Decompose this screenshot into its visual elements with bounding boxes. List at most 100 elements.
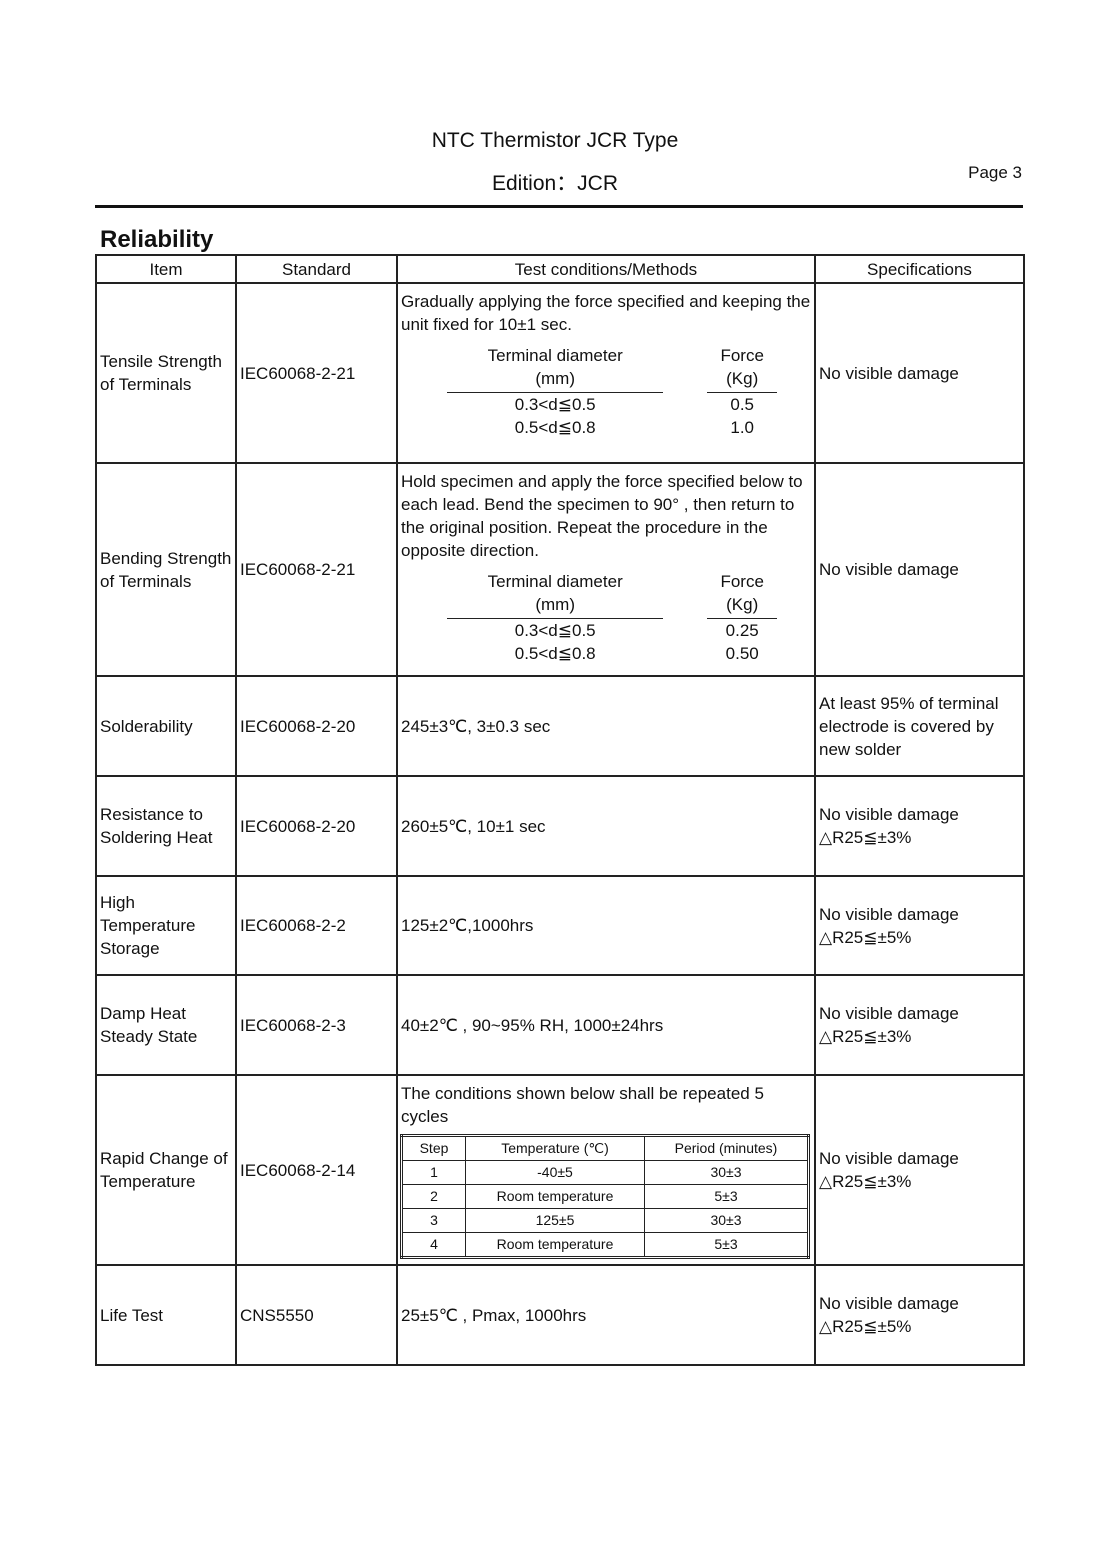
diameter-cell: 0.3<d≦0.5 bbox=[514, 621, 596, 640]
specification-line: No visible damage bbox=[819, 805, 959, 824]
header-item: Item bbox=[95, 254, 237, 284]
specification-cell: No visible damage bbox=[814, 282, 1025, 464]
steps-header-cell: Period (minutes) bbox=[644, 1135, 809, 1161]
specification-line: No visible damage bbox=[819, 363, 959, 383]
edition-label: Edition：JCR bbox=[491, 172, 619, 195]
header-standard: Standard bbox=[235, 254, 398, 284]
specification-line: No visible damage bbox=[819, 1149, 959, 1168]
force-cell: 0.50 bbox=[725, 644, 759, 663]
specification-line: No visible damage bbox=[819, 1294, 959, 1313]
gap bbox=[663, 619, 707, 642]
specification-line: △R25≦±3% bbox=[819, 1172, 912, 1191]
condition-cell: 260±5℃, 10±1 sec bbox=[396, 775, 816, 877]
gap bbox=[663, 344, 707, 393]
condition-text: The conditions shown below shall be repe… bbox=[401, 1084, 764, 1126]
specification-cell: No visible damage △R25≦±3% bbox=[814, 974, 1025, 1076]
item-cell: Tensile Strength of Terminals bbox=[95, 282, 237, 464]
table-row: Bending Strength of Terminals IEC60068-2-… bbox=[95, 462, 1025, 677]
table-header-row: Item Standard Test conditions/Methods Sp… bbox=[95, 254, 1025, 284]
subtable-header: Terminal diameter (mm) Force (Kg) bbox=[447, 570, 777, 619]
condition-text: Gradually applying the force specified a… bbox=[401, 292, 811, 334]
item-cell: Damp Heat Steady State bbox=[95, 974, 237, 1076]
header-specifications: Specifications bbox=[814, 254, 1025, 284]
condition-cell: 25±5℃ , Pmax, 1000hrs bbox=[396, 1264, 816, 1366]
specification-line: △R25≦±3% bbox=[819, 828, 912, 847]
condition-text: 260±5℃, 10±1 sec bbox=[401, 816, 546, 836]
specification-line: △R25≦±5% bbox=[819, 1317, 912, 1336]
steps-cell: 5±3 bbox=[644, 1184, 809, 1209]
steps-header-cell: Temperature (℃) bbox=[465, 1135, 645, 1161]
subtable-row: 0.5<d≦0.8 1.0 bbox=[447, 416, 777, 439]
condition-text: Hold specimen and apply the force specif… bbox=[401, 472, 803, 560]
table-row: Rapid Change of Temperature IEC60068-2-14… bbox=[95, 1074, 1025, 1266]
force-cell: 1.0 bbox=[730, 418, 754, 437]
diameter-cell: 0.5<d≦0.8 bbox=[514, 644, 596, 663]
specification-line: △R25≦±5% bbox=[819, 927, 912, 947]
header-text: Terminal diameter (mm) bbox=[447, 344, 664, 393]
specification-cell: At least 95% of terminal electrode is co… bbox=[814, 675, 1025, 777]
item-cell: Resistance to Soldering Heat bbox=[95, 775, 237, 877]
gap bbox=[663, 416, 707, 439]
specification-line: No visible damage bbox=[819, 560, 959, 579]
item-cell: High Temperature Storage bbox=[95, 875, 237, 976]
standard-cell: IEC60068-2-21 bbox=[235, 282, 398, 464]
gap bbox=[663, 393, 707, 416]
header-text: Force (Kg) bbox=[707, 344, 777, 393]
force-subtable: Terminal diameter (mm) Force (Kg) 0.3<d≦0.5 0… bbox=[447, 570, 777, 665]
temperature-cycle-table: Step Temperature (℃) Period (minutes) 1 -40±… bbox=[400, 1134, 810, 1259]
steps-cell: Room temperature bbox=[465, 1184, 645, 1209]
subtable-header-cell: Force (Kg) bbox=[707, 570, 777, 619]
steps-cell: 2 bbox=[401, 1184, 466, 1209]
force-cell: 0.5 bbox=[730, 395, 754, 414]
table-row: Solderability IEC60068-2-20 245±3℃, 3±0.3… bbox=[95, 675, 1025, 777]
specification-cell: No visible damage △R25≦±5% bbox=[814, 1264, 1025, 1366]
table-row: Tensile Strength of Terminals IEC60068-2-… bbox=[95, 282, 1025, 464]
specification-line: No visible damage bbox=[819, 904, 959, 924]
condition-cell: Hold specimen and apply the force specif… bbox=[396, 462, 816, 677]
force-cell: 0.25 bbox=[725, 621, 759, 640]
condition-cell: 40±2℃ , 90~95% RH, 1000±24hrs bbox=[396, 974, 816, 1076]
steps-row: 3 125±5 30±3 bbox=[401, 1208, 809, 1233]
header-line: (mm) bbox=[535, 595, 576, 614]
header-line: Force bbox=[720, 346, 764, 365]
section-title: Reliability bbox=[100, 226, 214, 253]
subtable-row: 0.3<d≦0.5 0.5 bbox=[447, 393, 777, 416]
header-line: (Kg) bbox=[726, 369, 759, 388]
specification-line: △R25≦±3% bbox=[819, 1027, 912, 1046]
steps-row: 4 Room temperature 5±3 bbox=[401, 1232, 809, 1258]
item-cell: Solderability bbox=[95, 675, 237, 777]
table-row: Damp Heat Steady State IEC60068-2-3 40±2℃ … bbox=[95, 974, 1025, 1076]
condition-text: 245±3℃, 3±0.3 sec bbox=[401, 716, 551, 736]
subtable-header-cell: Terminal diameter (mm) bbox=[447, 344, 664, 393]
steps-cell: 5±3 bbox=[644, 1232, 809, 1258]
standard-cell: IEC60068-2-14 bbox=[235, 1074, 398, 1266]
specification-line: At least 95% of terminal electrode is co… bbox=[819, 693, 999, 759]
subtable-row: 0.5<d≦0.8 0.50 bbox=[447, 642, 777, 665]
steps-cell: Room temperature bbox=[465, 1232, 645, 1258]
standard-cell: IEC60068-2-2 bbox=[235, 875, 398, 976]
standard-cell: IEC60068-2-20 bbox=[235, 675, 398, 777]
specification-cell: No visible damage △R25≦±3% bbox=[814, 1074, 1025, 1266]
specification-line: No visible damage bbox=[819, 1004, 959, 1023]
condition-text: 40±2℃ , 90~95% RH, 1000±24hrs bbox=[401, 1015, 664, 1035]
standard-cell: IEC60068-2-3 bbox=[235, 974, 398, 1076]
diameter-cell: 0.5<d≦0.8 bbox=[514, 418, 596, 437]
condition-text: 125±2℃,1000hrs bbox=[401, 916, 534, 935]
steps-cell: 4 bbox=[401, 1232, 466, 1258]
gap bbox=[663, 642, 707, 665]
condition-cell: Gradually applying the force specified a… bbox=[396, 282, 816, 464]
table-row: Resistance to Soldering Heat IEC60068-2-2… bbox=[95, 775, 1025, 877]
header-text: Terminal diameter (mm) bbox=[447, 570, 664, 619]
header-line: Force bbox=[720, 572, 764, 591]
steps-cell: 30±3 bbox=[644, 1160, 809, 1185]
diameter-cell: 0.3<d≦0.5 bbox=[514, 395, 596, 414]
specification-cell: No visible damage bbox=[814, 462, 1025, 677]
specification-cell: No visible damage △R25≦±5% bbox=[814, 875, 1025, 976]
steps-header-cell: Step bbox=[401, 1135, 466, 1161]
steps-cell: 30±3 bbox=[644, 1208, 809, 1233]
page-number: Page 3 bbox=[968, 163, 1022, 182]
table-row: High Temperature Storage IEC60068-2-2 125±… bbox=[95, 875, 1025, 976]
header-divider bbox=[95, 205, 1023, 208]
steps-row: 2 Room temperature 5±3 bbox=[401, 1184, 809, 1209]
